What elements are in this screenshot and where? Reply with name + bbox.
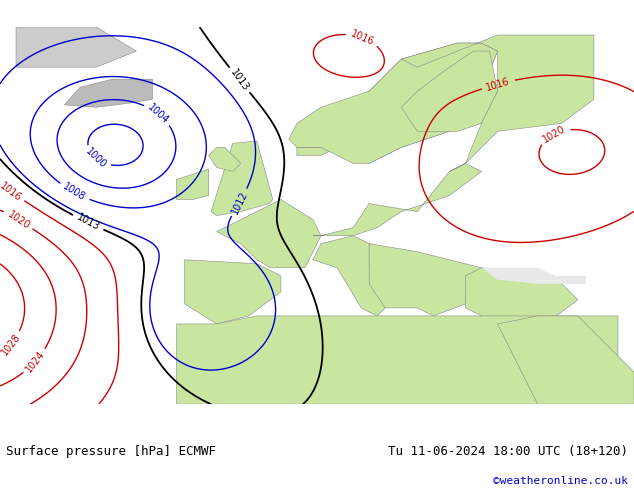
Polygon shape — [176, 316, 618, 404]
Text: 1020: 1020 — [541, 123, 567, 145]
Text: 1016: 1016 — [349, 28, 376, 47]
Text: 1024: 1024 — [23, 348, 47, 374]
Polygon shape — [369, 244, 498, 316]
Polygon shape — [481, 268, 586, 284]
Polygon shape — [209, 147, 241, 172]
Polygon shape — [184, 260, 281, 324]
Polygon shape — [313, 236, 385, 316]
Text: 1013: 1013 — [228, 67, 250, 93]
Polygon shape — [64, 79, 153, 107]
Text: 1012: 1012 — [230, 189, 249, 216]
Polygon shape — [211, 141, 273, 216]
Text: Tu 11-06-2024 18:00 UTC (18+120): Tu 11-06-2024 18:00 UTC (18+120) — [387, 445, 628, 458]
Polygon shape — [401, 35, 594, 171]
Polygon shape — [289, 43, 498, 164]
Text: 1013: 1013 — [75, 212, 101, 233]
Text: 1016: 1016 — [0, 180, 23, 203]
Text: 1000: 1000 — [84, 146, 108, 170]
Polygon shape — [217, 199, 321, 268]
Polygon shape — [16, 27, 136, 67]
Polygon shape — [465, 268, 578, 324]
Text: Surface pressure [hPa] ECMWF: Surface pressure [hPa] ECMWF — [6, 445, 216, 458]
Polygon shape — [297, 43, 498, 164]
Text: 1020: 1020 — [5, 209, 32, 231]
Text: 1008: 1008 — [61, 181, 87, 203]
Text: 1028: 1028 — [0, 331, 22, 357]
Polygon shape — [498, 316, 634, 404]
Text: 1016: 1016 — [485, 76, 512, 93]
Polygon shape — [313, 164, 481, 236]
Text: 1004: 1004 — [146, 102, 171, 126]
Text: ©weatheronline.co.uk: ©weatheronline.co.uk — [493, 476, 628, 486]
Polygon shape — [176, 169, 209, 199]
Polygon shape — [401, 51, 498, 131]
